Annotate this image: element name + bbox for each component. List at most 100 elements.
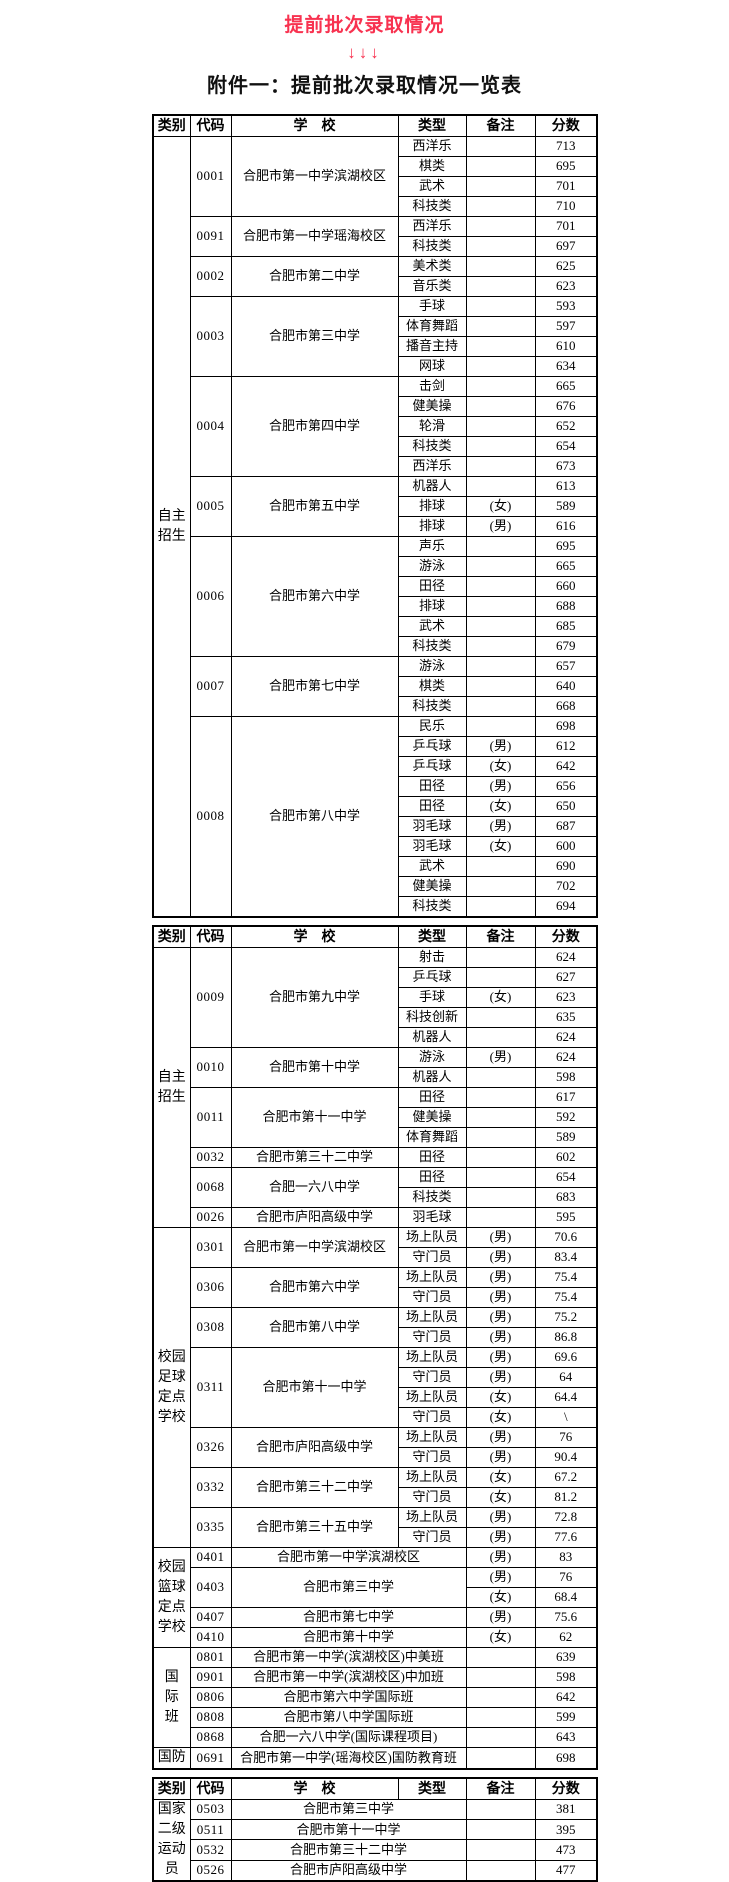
col-header: 类别 bbox=[152, 114, 191, 137]
score-cell: 640 bbox=[534, 676, 598, 697]
code-cell: 0008 bbox=[189, 716, 232, 918]
school-cell: 合肥市第九中学 bbox=[230, 947, 399, 1048]
type-cell: 科技创新 bbox=[397, 1007, 467, 1028]
table-row: 自主 招生 0009 合肥市第九中学 射击 624 bbox=[152, 947, 598, 1228]
remark-cell bbox=[465, 1067, 536, 1088]
admission-tables-container: 类别 代码学 校类型 备注 分数 自主 招生 0001 合肥市第一中学滨湖校区 西洋乐 713 棋类… bbox=[0, 114, 729, 1882]
code-cell: 0010 bbox=[189, 1047, 232, 1088]
red-banner-title: 提前批次录取情况 bbox=[284, 15, 445, 36]
score-cell: 713 bbox=[534, 136, 598, 157]
remark-cell bbox=[465, 1207, 536, 1228]
remark-cell: (男) bbox=[465, 1507, 536, 1528]
remark-cell bbox=[465, 1727, 536, 1748]
score-cell: 612 bbox=[534, 736, 598, 757]
table-row: 0091 合肥市第一中学瑶海校区 西洋乐 701 bbox=[153, 216, 598, 257]
score-cell: 598 bbox=[534, 1667, 598, 1688]
score-cell: 75.6 bbox=[534, 1607, 598, 1628]
col-header: 备注 bbox=[465, 925, 536, 948]
type-cell: 西洋乐 bbox=[397, 216, 467, 237]
type-cell: 羽毛球 bbox=[397, 1207, 467, 1228]
remark-cell bbox=[465, 1859, 536, 1882]
school-cell: 合肥市第三十五中学 bbox=[230, 1507, 399, 1548]
remark-cell bbox=[465, 476, 536, 497]
table-row: 田径 660 bbox=[153, 576, 598, 597]
score-cell: 599 bbox=[534, 1707, 598, 1728]
remark-cell bbox=[465, 1707, 536, 1728]
score-cell: 624 bbox=[534, 947, 598, 968]
score-cell: 589 bbox=[534, 1127, 598, 1148]
remark-cell bbox=[465, 656, 536, 677]
remark-cell: (男) bbox=[465, 1327, 536, 1348]
col-header: 学 校 bbox=[230, 114, 399, 137]
remark-cell bbox=[465, 416, 536, 437]
score-cell: 75.2 bbox=[534, 1307, 598, 1328]
col-header: 分数 bbox=[534, 925, 598, 948]
remark-cell: (男) bbox=[465, 776, 536, 797]
table-row: 0808 合肥市第八中学国际班 599 bbox=[153, 1707, 598, 1728]
remark-cell: (男) bbox=[465, 1567, 536, 1588]
type-cell: 射击 bbox=[397, 947, 467, 968]
remark-cell: (女) bbox=[465, 1467, 536, 1488]
remark-cell bbox=[465, 1798, 536, 1821]
type-cell: 场上队员 bbox=[397, 1387, 467, 1408]
table-row: 0008 合肥市第八中学 民乐 698 bbox=[153, 716, 598, 918]
score-cell: 687 bbox=[534, 816, 598, 837]
type-cell: 科技类 bbox=[397, 1187, 467, 1208]
table-row: 守门员 (男) 83.4 bbox=[153, 1247, 598, 1268]
remark-cell: (女) bbox=[465, 796, 536, 817]
type-cell: 科技类 bbox=[397, 436, 467, 457]
table-row: 0005 合肥市第五中学 机器人 613 bbox=[153, 476, 598, 537]
score-cell: 627 bbox=[534, 967, 598, 988]
type-cell: 武术 bbox=[397, 856, 467, 877]
type-cell: 排球 bbox=[397, 516, 467, 537]
school-cell: 合肥市第一中学(滨湖校区)中美班 bbox=[230, 1647, 467, 1668]
score-cell: 589 bbox=[534, 496, 598, 517]
score-cell: 69.6 bbox=[534, 1347, 598, 1368]
score-cell: 62 bbox=[534, 1627, 598, 1648]
score-cell: 702 bbox=[534, 876, 598, 897]
score-cell: 624 bbox=[534, 1027, 598, 1048]
score-cell: 381 bbox=[534, 1798, 598, 1821]
remark-cell bbox=[465, 136, 536, 157]
type-cell: 场上队员 bbox=[397, 1347, 467, 1368]
table-row: 0511 合肥市第十一中学 395 bbox=[153, 1819, 598, 1841]
col-header: 类型 bbox=[397, 925, 467, 948]
score-cell: 600 bbox=[534, 836, 598, 857]
school-cell: 合肥市第三十二中学 bbox=[230, 1467, 399, 1508]
remark-cell bbox=[465, 376, 536, 397]
score-cell: 665 bbox=[534, 376, 598, 397]
table-row: 自主 招生 0001 合肥市第一中学滨湖校区 西洋乐 713 bbox=[152, 136, 598, 918]
remark-cell bbox=[465, 556, 536, 577]
table-row: 乒乓球 (女) 642 bbox=[153, 756, 598, 777]
score-cell: 597 bbox=[534, 316, 598, 337]
school-cell: 合肥市第八中学 bbox=[230, 1307, 399, 1348]
score-cell: 477 bbox=[534, 1859, 598, 1882]
code-cell: 0806 bbox=[189, 1687, 232, 1708]
code-cell: 0009 bbox=[189, 947, 232, 1048]
school-cell: 合肥市庐阳高级中学 bbox=[230, 1427, 399, 1468]
type-cell: 科技类 bbox=[397, 236, 467, 257]
school-cell: 合肥市第六中学国际班 bbox=[230, 1687, 467, 1708]
table-row: 健美操 676 bbox=[153, 396, 598, 417]
school-cell: 合肥市第一中学(瑶海校区)国防教育班 bbox=[230, 1747, 467, 1770]
table-row: 棋类 640 bbox=[153, 676, 598, 697]
school-cell: 合肥市第三十二中学 bbox=[230, 1839, 467, 1861]
type-cell: 排球 bbox=[397, 596, 467, 617]
remark-cell: (女) bbox=[465, 836, 536, 857]
remark-cell bbox=[465, 576, 536, 597]
remark-cell bbox=[465, 1839, 536, 1861]
score-cell: 642 bbox=[534, 756, 598, 777]
category-cell: 国防 bbox=[152, 1747, 191, 1770]
remark-cell: (男) bbox=[465, 816, 536, 837]
type-cell: 守门员 bbox=[397, 1367, 467, 1388]
table-row: 0532 合肥市第三十二中学 473 bbox=[153, 1839, 598, 1861]
table-row: 羽毛球 (女) 600 bbox=[153, 836, 598, 857]
col-header: 学 校 bbox=[230, 925, 399, 948]
type-cell: 守门员 bbox=[397, 1287, 467, 1308]
remark-cell bbox=[465, 196, 536, 217]
code-cell: 0003 bbox=[189, 296, 232, 377]
remark-cell: (男) bbox=[465, 1227, 536, 1248]
table-row: 0410 合肥市第十中学 (女) 62 bbox=[153, 1627, 598, 1648]
type-cell: 网球 bbox=[397, 356, 467, 377]
score-cell: 593 bbox=[534, 296, 598, 317]
